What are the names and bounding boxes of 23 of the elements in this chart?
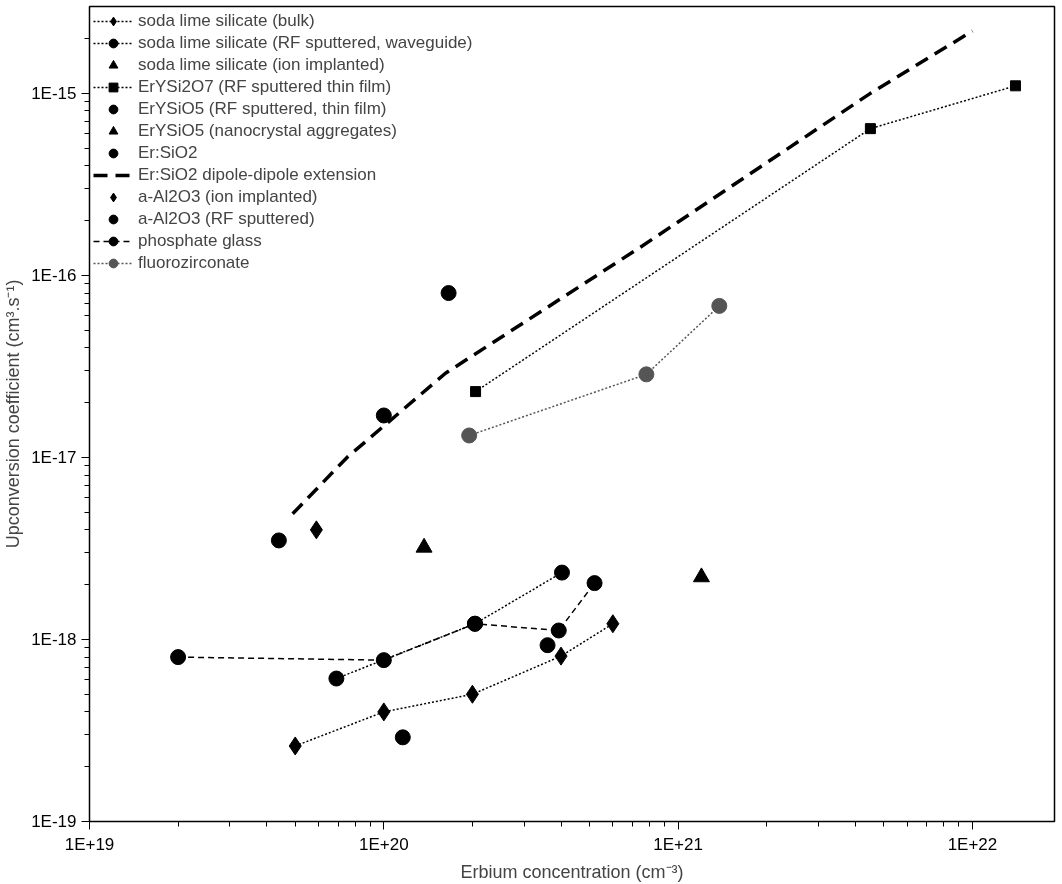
- legend-label: phosphate glass: [138, 230, 262, 252]
- y-axis-title: Upconversion coefficient (cm³.s⁻¹): [3, 279, 24, 549]
- x-tick-label: 1E+19: [64, 834, 115, 854]
- legend-label: fluorozirconate: [138, 252, 250, 274]
- legend-label: a-Al2O3 (ion implanted): [138, 186, 318, 208]
- legend-label: ErYSiO5 (RF sputtered, thin film): [138, 98, 387, 120]
- legend-label: soda lime silicate (bulk): [138, 10, 315, 32]
- x-tick-label: 1E+20: [359, 834, 409, 854]
- legend-label: a-Al2O3 (RF sputtered): [138, 208, 315, 230]
- legend-label: ErYSi2O7 (RF sputtered thin film): [138, 76, 392, 98]
- y-tick-label: 1E-15: [31, 83, 77, 103]
- legend-label: soda lime silicate (ion implanted): [138, 54, 385, 76]
- legend-label: ErYSiO5 (nanocrystal aggregates): [138, 120, 397, 142]
- y-tick-label: 1E-17: [31, 447, 77, 467]
- x-tick-label: 1E+21: [653, 834, 703, 854]
- legend-label: Er:SiO2: [138, 142, 198, 164]
- legend-label: Er:SiO2 dipole-dipole extension: [138, 164, 377, 186]
- y-tick-label: 1E-18: [31, 629, 77, 649]
- y-tick-label: 1E-16: [31, 265, 77, 285]
- x-axis-title: Erbium concentration (cm⁻³): [460, 861, 684, 882]
- legend-label: soda lime silicate (RF sputtered, waveguide): [138, 32, 473, 54]
- x-tick-label: 1E+22: [947, 834, 998, 854]
- y-tick-label: 1E-19: [31, 812, 77, 831]
